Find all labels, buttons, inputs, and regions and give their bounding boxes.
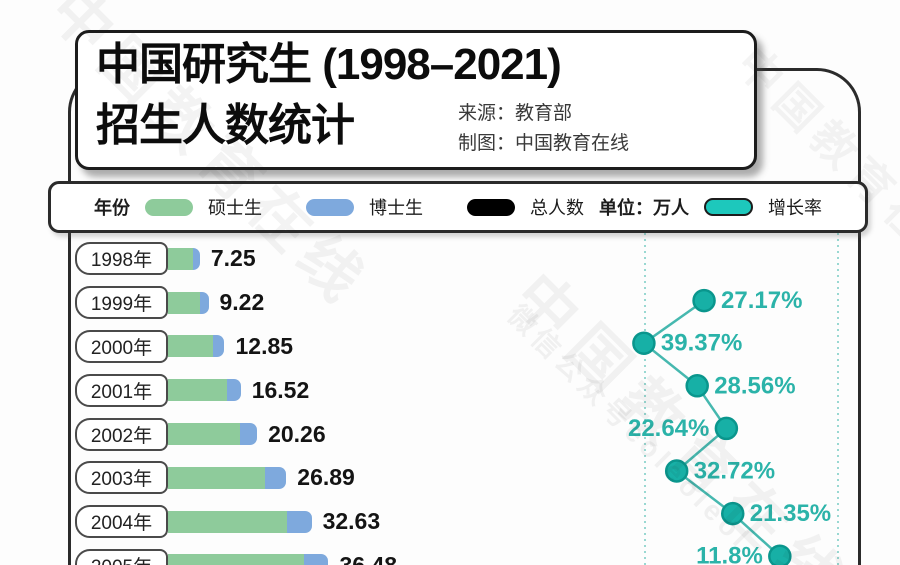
phd-bar-segment bbox=[213, 335, 225, 358]
bar-rows-container: 1998年 7.25 1999年 9.22 2000年 12.85 2001年 16.52 20… bbox=[0, 237, 900, 565]
legend-growth-label: 增长率 bbox=[768, 198, 822, 218]
title-line-1: 中国研究生 (1998–2021) bbox=[96, 40, 562, 89]
master-swatch-icon bbox=[145, 198, 193, 216]
total-value-label: 9.22 bbox=[219, 289, 265, 316]
table-row: 1999年 9.22 bbox=[0, 281, 900, 325]
table-row: 1998年 7.25 bbox=[0, 237, 900, 281]
source-credit: 来源：教育部 制图：中国教育在线 bbox=[458, 99, 629, 160]
year-pill: 2001年 bbox=[75, 373, 168, 407]
legend-total-label: 总人数 bbox=[530, 198, 584, 218]
legend-bar: 年份 硕士生 博士生 总人数 单位：万人 增长率 bbox=[48, 181, 868, 233]
title-box: 中国研究生 (1998–2021) 招生人数统计 来源：教育部 制图：中国教育在… bbox=[75, 30, 757, 170]
total-value-label: 32.63 bbox=[322, 508, 381, 535]
legend-unit-label: 单位：万人 bbox=[599, 198, 689, 218]
total-value-label: 36.48 bbox=[339, 551, 398, 565]
page-title: 中国研究生 (1998–2021) 招生人数统计 bbox=[96, 35, 562, 156]
master-bar-segment bbox=[168, 554, 305, 565]
total-value-label: 16.52 bbox=[251, 376, 310, 403]
master-bar-segment bbox=[168, 379, 227, 402]
table-row: 2000年 12.85 bbox=[0, 325, 900, 369]
table-row: 2005年 36.48 bbox=[0, 544, 900, 565]
legend-master-label: 硕士生 bbox=[208, 198, 262, 218]
master-bar-segment bbox=[168, 510, 288, 533]
master-bar-segment bbox=[168, 466, 265, 489]
stacked-bar bbox=[168, 247, 200, 270]
legend-phd-label: 博士生 bbox=[369, 198, 423, 218]
master-bar-segment bbox=[168, 247, 194, 270]
phd-bar-segment bbox=[200, 291, 209, 314]
growth-swatch-icon bbox=[704, 198, 753, 216]
phd-bar-segment bbox=[193, 247, 200, 270]
total-value-label: 12.85 bbox=[235, 332, 294, 359]
phd-bar-segment bbox=[240, 423, 258, 446]
phd-bar-segment bbox=[265, 466, 287, 489]
credit-label: 制图：中国教育在线 bbox=[458, 133, 630, 155]
table-row: 2003年 26.89 bbox=[0, 456, 900, 500]
phd-bar-segment bbox=[226, 379, 241, 402]
total-value-label: 7.25 bbox=[210, 245, 256, 272]
table-row: 2001年 16.52 bbox=[0, 368, 900, 412]
source-label: 来源：教育部 bbox=[458, 103, 573, 124]
stacked-bar bbox=[168, 554, 329, 565]
phd-swatch-icon bbox=[306, 198, 354, 216]
phd-bar-segment bbox=[304, 554, 329, 565]
stacked-bar bbox=[168, 423, 258, 446]
year-pill: 2000年 bbox=[75, 329, 168, 363]
year-pill: 2002年 bbox=[75, 417, 168, 451]
stacked-bar bbox=[168, 335, 225, 358]
year-pill: 1998年 bbox=[75, 242, 168, 276]
stacked-bar bbox=[168, 379, 241, 402]
year-pill: 2005年 bbox=[75, 548, 168, 565]
table-row: 2004年 32.63 bbox=[0, 500, 900, 544]
legend-year-label: 年份 bbox=[94, 198, 130, 218]
year-pill: 2004年 bbox=[75, 505, 168, 539]
master-bar-segment bbox=[168, 335, 214, 358]
year-pill: 1999年 bbox=[75, 286, 168, 320]
master-bar-segment bbox=[168, 423, 241, 446]
total-swatch-icon bbox=[467, 198, 515, 216]
stacked-bar bbox=[168, 291, 209, 314]
title-line-2: 招生人数统计 bbox=[96, 100, 355, 150]
master-bar-segment bbox=[168, 291, 200, 314]
stacked-bar bbox=[168, 510, 312, 533]
total-value-label: 26.89 bbox=[297, 464, 355, 491]
phd-bar-segment bbox=[287, 510, 312, 533]
table-row: 2002年 20.26 bbox=[0, 412, 900, 456]
year-pill: 2003年 bbox=[75, 461, 168, 495]
total-value-label: 20.26 bbox=[268, 420, 326, 447]
stacked-bar bbox=[168, 466, 287, 489]
